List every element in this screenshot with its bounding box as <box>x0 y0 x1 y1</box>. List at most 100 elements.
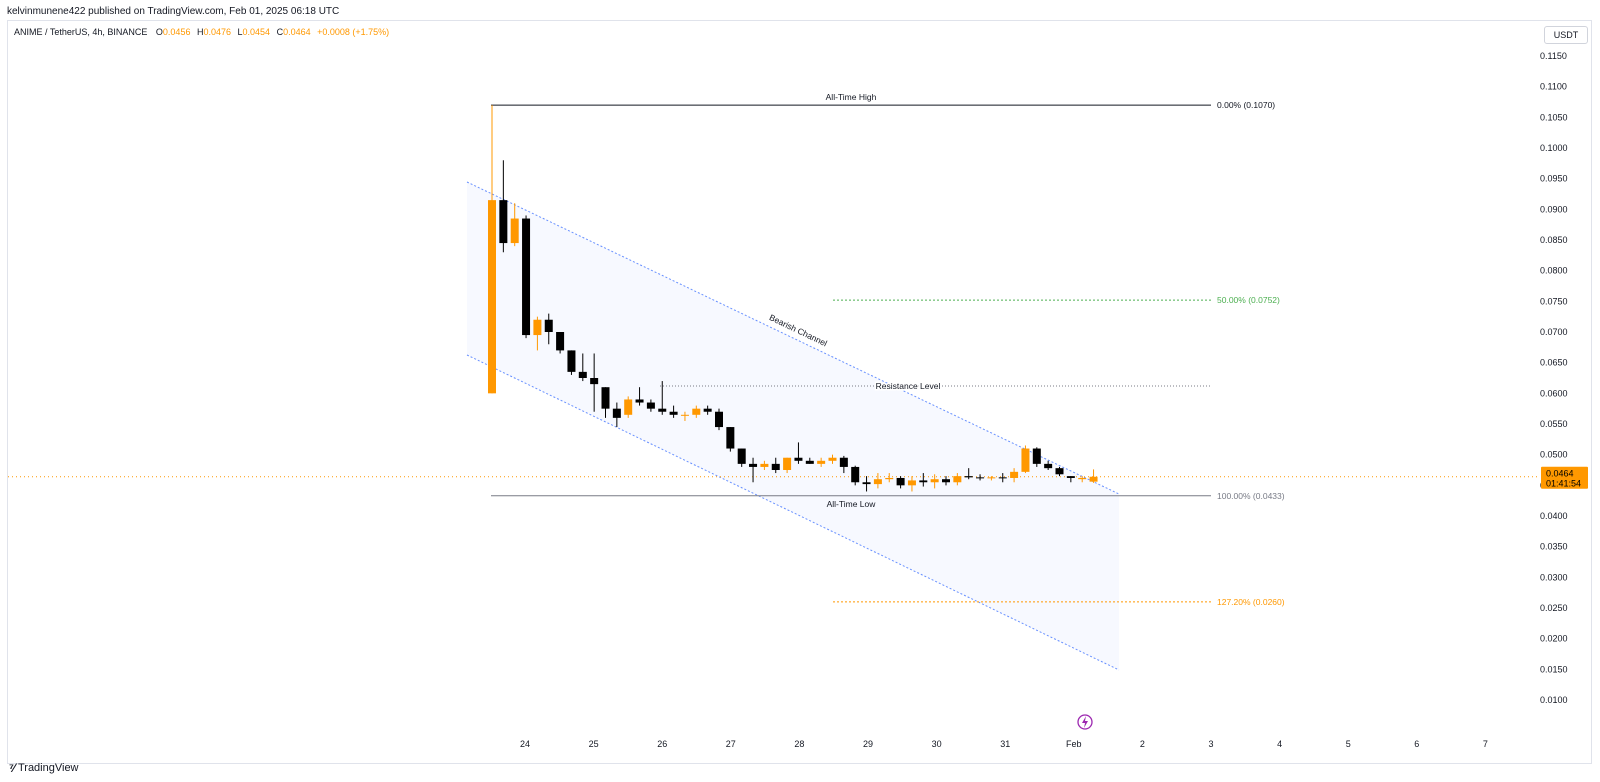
y-tick-label: 0.0300 <box>1540 572 1568 582</box>
fib-label-2: 100.00% (0.0433) <box>1217 491 1285 501</box>
y-tick-label: 0.0650 <box>1540 358 1568 368</box>
x-tick-label: Feb <box>1066 739 1082 749</box>
currency-button[interactable]: USDT <box>1544 26 1588 44</box>
y-tick-label: 0.0800 <box>1540 266 1568 276</box>
candle-body <box>601 387 610 409</box>
candle-body <box>737 448 746 464</box>
lightning-icon <box>1077 714 1093 730</box>
symbol-title: ANIME / TetherUS, 4h, BINANCE <box>14 27 148 37</box>
candle-body <box>715 411 723 428</box>
price-label-box <box>1541 466 1588 489</box>
tradingview-logo-icon: ⁷⁄ <box>9 761 15 775</box>
chart-frame <box>7 20 1592 764</box>
candle-body <box>646 402 655 409</box>
close-label: C <box>276 27 284 37</box>
candle-body <box>783 457 792 470</box>
candle-body <box>919 480 928 483</box>
fib-label-1: 50.00% (0.0752) <box>1217 295 1280 305</box>
candle-body <box>612 408 621 418</box>
candle-body <box>635 399 644 403</box>
change-value: +0.0008 (+1.75%) <box>317 27 390 37</box>
x-tick-label: 31 <box>1000 739 1010 749</box>
candle-body <box>805 460 814 464</box>
candle-body <box>578 371 587 378</box>
y-tick-label: 0.1000 <box>1540 143 1568 153</box>
candle-body <box>930 479 939 483</box>
symbol-legend[interactable]: ANIME / TetherUS, 4h, BINANCE O0.0456 H0… <box>14 27 393 37</box>
candle-body <box>760 463 769 467</box>
candle-body <box>488 200 496 394</box>
x-tick-label: 26 <box>657 739 667 749</box>
candle-body <box>680 414 689 416</box>
resistance-label: Resistance Level <box>876 381 941 391</box>
x-tick-label: 4 <box>1277 739 1282 749</box>
open-value: 0.0456 <box>162 27 191 37</box>
candle-body <box>1055 468 1064 475</box>
candle-body <box>1021 448 1030 472</box>
candle-body <box>658 408 667 412</box>
x-tick-label: 7 <box>1483 739 1488 749</box>
candle-body <box>533 319 542 336</box>
candle-body <box>896 477 905 486</box>
lightning-bolt-icon <box>1082 716 1088 728</box>
candle-body <box>885 477 894 480</box>
x-tick-label: 28 <box>794 739 804 749</box>
y-tick-label: 0.0850 <box>1540 235 1568 245</box>
candle-body <box>907 480 916 486</box>
y-tick-label: 0.0500 <box>1540 450 1568 460</box>
x-tick-label: 25 <box>589 739 599 749</box>
x-tick-label: 5 <box>1346 739 1351 749</box>
candle-body <box>499 200 508 244</box>
candle-body <box>1066 476 1075 478</box>
candle-body <box>873 479 882 485</box>
candle-body <box>771 463 780 470</box>
fib-label-0: 0.00% (0.1070) <box>1217 100 1275 110</box>
candle-body <box>726 427 735 449</box>
x-tick-label: 30 <box>932 739 942 749</box>
open-label: O <box>155 27 163 37</box>
candle-body <box>669 411 678 415</box>
candle-body <box>817 460 826 464</box>
high-value: 0.0476 <box>203 27 231 37</box>
x-tick-label: 27 <box>726 739 736 749</box>
atl-label: All-Time Low <box>827 499 877 509</box>
y-tick-label: 0.1100 <box>1540 82 1567 92</box>
candle-body <box>1044 463 1053 469</box>
price-label-countdown: 01:41:54 <box>1546 479 1581 489</box>
channel-fill <box>467 182 1119 670</box>
candle-body <box>556 332 565 351</box>
tradingview-logo[interactable]: ⁷⁄ TradingView <box>9 761 79 775</box>
candle-body <box>964 476 973 478</box>
channel-upper-line <box>466 181 1120 495</box>
candle-body <box>953 476 962 483</box>
x-tick-label: 29 <box>863 739 873 749</box>
low-label: L <box>237 27 243 37</box>
y-tick-label: 0.0150 <box>1540 664 1568 674</box>
candle-body <box>749 463 758 467</box>
y-tick-label: 0.0200 <box>1540 634 1568 644</box>
tradingview-logo-text: TradingView <box>17 762 79 774</box>
candle-body <box>1078 477 1087 480</box>
candle-body <box>976 477 985 479</box>
y-tick-label: 0.0550 <box>1540 419 1568 429</box>
candle-body <box>544 319 553 332</box>
candle-body <box>590 378 599 385</box>
publish-info: kelvinmunene422 published on TradingView… <box>7 6 340 17</box>
close-value: 0.0464 <box>283 27 311 37</box>
x-tick-label: 3 <box>1208 739 1213 749</box>
y-tick-label: 0.0350 <box>1540 542 1568 552</box>
ath-label: All-Time High <box>826 92 877 102</box>
candle-body <box>942 479 950 483</box>
candle-body <box>828 457 837 461</box>
candle-body <box>1032 448 1041 464</box>
y-tick-label: 0.1150 <box>1540 51 1567 61</box>
x-tick-label: 6 <box>1414 739 1419 749</box>
candle-body <box>987 477 996 479</box>
y-tick-label: 0.0900 <box>1540 204 1568 214</box>
y-tick-label: 0.0700 <box>1540 327 1568 337</box>
candle-body <box>692 408 701 415</box>
x-tick-label: 2 <box>1140 739 1145 749</box>
y-tick-label: 0.0400 <box>1540 511 1568 521</box>
candle-body <box>998 477 1007 479</box>
